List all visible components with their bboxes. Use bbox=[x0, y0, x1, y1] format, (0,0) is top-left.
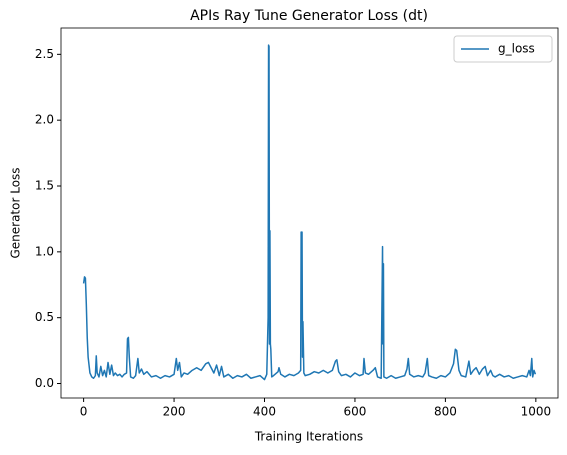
x-tick-label: 800 bbox=[434, 405, 457, 419]
x-tick-label: 400 bbox=[253, 405, 276, 419]
x-tick-label: 0 bbox=[80, 405, 88, 419]
x-tick-label: 1000 bbox=[521, 405, 552, 419]
y-tick-label: 0.0 bbox=[35, 376, 54, 390]
y-tick-label: 0.5 bbox=[35, 310, 54, 324]
x-tick-label: 600 bbox=[343, 405, 366, 419]
y-tick-label: 1.0 bbox=[35, 244, 54, 258]
y-tick-label: 1.5 bbox=[35, 179, 54, 193]
x-axis-label: Training Iterations bbox=[254, 430, 363, 444]
y-axis-label: Generator Loss bbox=[9, 167, 23, 258]
line-series bbox=[82, 44, 537, 381]
y-tick-label: 2.0 bbox=[35, 113, 54, 127]
y-tick-label: 2.5 bbox=[35, 47, 54, 61]
axes-frame bbox=[60, 27, 559, 399]
legend-label: g_loss bbox=[498, 42, 535, 56]
x-tick-label: 200 bbox=[163, 405, 186, 419]
chart-title: APIs Ray Tune Generator Loss (dt) bbox=[190, 8, 428, 24]
legend-box bbox=[453, 35, 553, 63]
